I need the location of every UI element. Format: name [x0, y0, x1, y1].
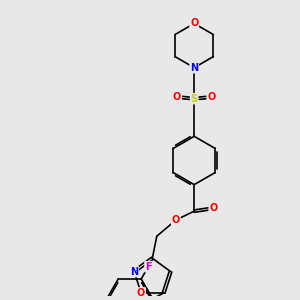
Text: O: O [172, 215, 180, 225]
Text: O: O [209, 203, 218, 213]
Text: F: F [145, 262, 152, 272]
Text: O: O [137, 288, 145, 298]
Text: N: N [190, 63, 198, 73]
Text: N: N [130, 266, 138, 277]
Text: O: O [207, 92, 215, 102]
Text: O: O [173, 92, 181, 102]
Text: S: S [190, 94, 198, 103]
Text: O: O [190, 19, 198, 28]
